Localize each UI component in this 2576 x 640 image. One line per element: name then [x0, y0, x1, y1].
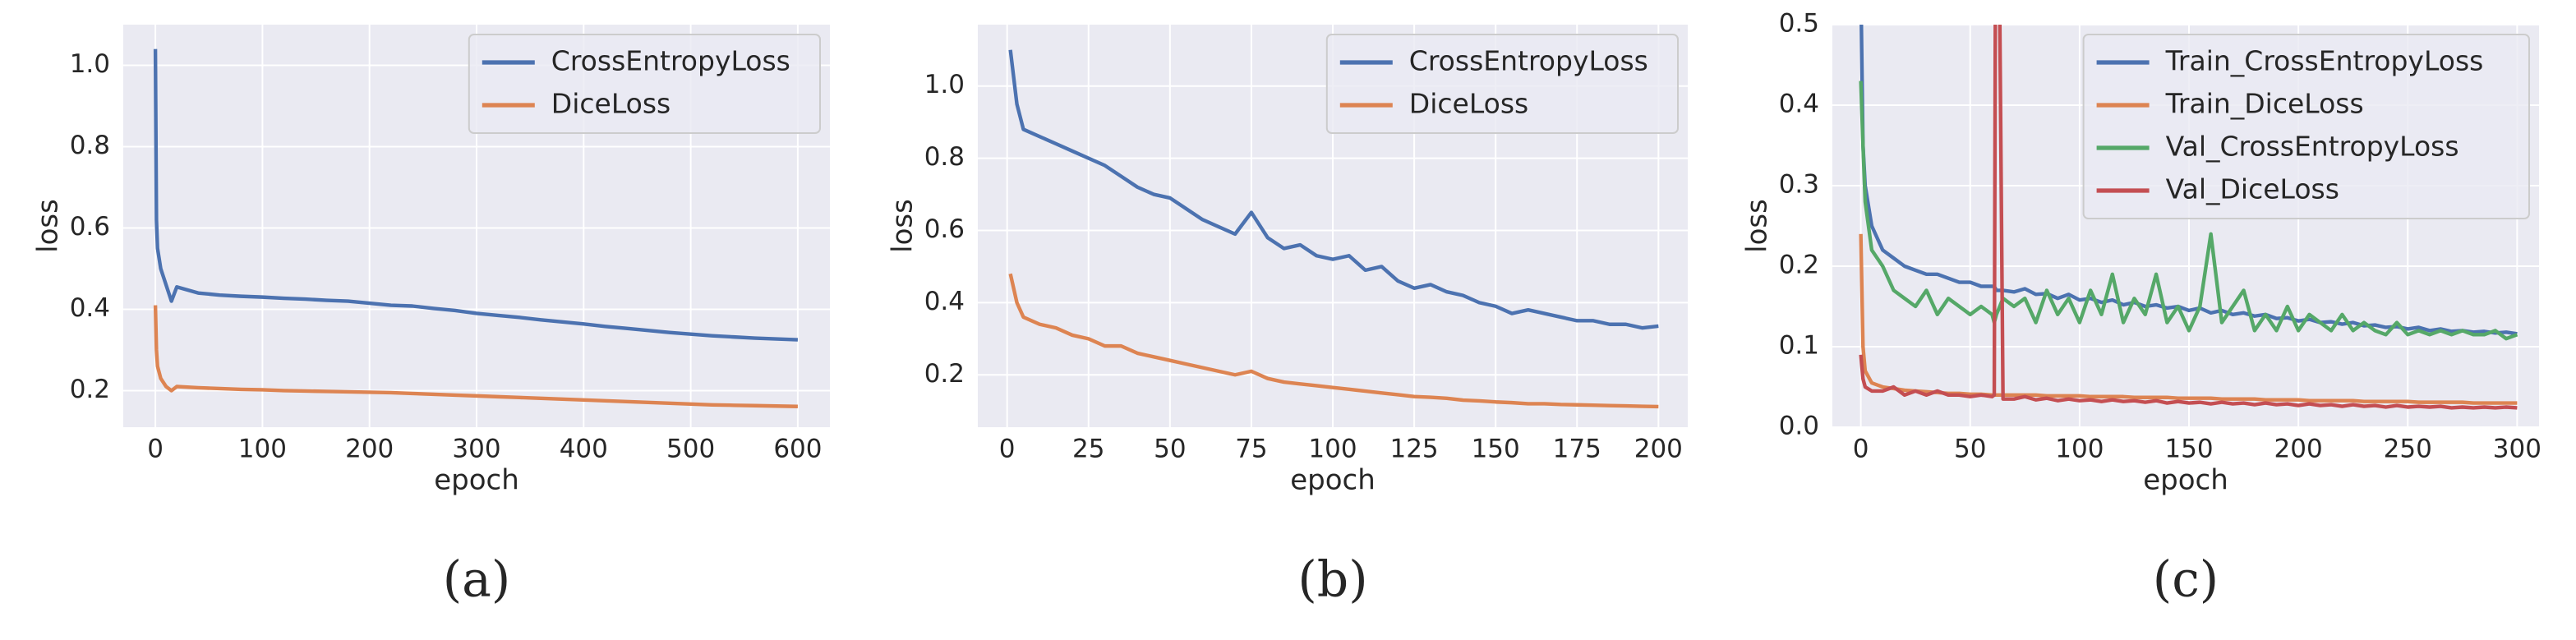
- x-axis-label: epoch: [2143, 464, 2228, 497]
- loss-line: [1008, 273, 1659, 409]
- loss-line: [1008, 49, 1659, 330]
- x-tick-label: 50: [1954, 435, 1986, 464]
- y-tick-label: 0.4: [1779, 90, 1819, 119]
- loss-line: [153, 48, 798, 342]
- y-axis-label: loss: [32, 199, 65, 253]
- legend-label: Val_CrossEntropyLoss: [2166, 131, 2459, 163]
- y-tick-label: 1.0: [70, 49, 110, 79]
- y-tick-label: 0.4: [924, 287, 965, 316]
- legend-label: Train_DiceLoss: [2165, 88, 2364, 120]
- x-tick-label: 100: [2055, 435, 2104, 464]
- legend: CrossEntropyLoss DiceLoss: [1325, 34, 1680, 134]
- x-tick-label: 250: [2384, 435, 2432, 464]
- caption: (c): [2153, 551, 2219, 609]
- x-tick-label: 100: [1308, 435, 1357, 464]
- legend: Train_CrossEntropyLoss Train_DiceLoss Val_…: [2082, 34, 2531, 219]
- loss-line: [1859, 81, 2518, 341]
- x-tick-label: 125: [1389, 435, 1438, 464]
- x-tick-label: 300: [2493, 435, 2541, 464]
- x-tick-label: 25: [1072, 435, 1104, 464]
- legend-label: Val_DiceLoss: [2166, 173, 2339, 205]
- x-tick-label: 600: [773, 435, 822, 464]
- y-tick-label: 0.4: [70, 293, 110, 323]
- loss-line: [153, 305, 798, 408]
- caption: (a): [443, 551, 511, 609]
- lines: [153, 48, 798, 408]
- y-tick-label: 0.2: [70, 375, 110, 404]
- legend-box: [468, 34, 821, 134]
- x-tick-label: 0: [1853, 435, 1869, 464]
- y-tick-label: 1.0: [924, 70, 965, 99]
- x-axis-label: epoch: [1290, 464, 1376, 497]
- legend: CrossEntropyLoss DiceLoss: [468, 34, 821, 134]
- y-tick-label: 0.6: [924, 214, 965, 244]
- x-tick-label: 175: [1553, 435, 1601, 464]
- y-tick-label: 0.1: [1779, 331, 1819, 361]
- x-tick-label: 50: [1154, 435, 1186, 464]
- legend-label: Train_CrossEntropyLoss: [2165, 45, 2484, 77]
- x-tick-label: 200: [2274, 435, 2323, 464]
- y-tick-label: 0.2: [1779, 251, 1819, 280]
- y-tick-label: 0.6: [70, 212, 110, 242]
- x-tick-label: 75: [1235, 435, 1267, 464]
- caption: (b): [1297, 551, 1367, 609]
- x-tick-label: 100: [238, 435, 287, 464]
- x-tick-label: 0: [999, 435, 1016, 464]
- y-axis-label: loss: [1741, 199, 1774, 253]
- y-tick-label: 0.8: [924, 142, 965, 172]
- y-tick-label: 0.5: [1779, 9, 1819, 39]
- x-tick-label: 200: [1634, 435, 1683, 464]
- x-tick-label: 150: [1472, 435, 1520, 464]
- lines: [1008, 49, 1659, 409]
- x-axis-label: epoch: [434, 464, 519, 497]
- y-tick-label: 0.0: [1779, 412, 1819, 441]
- legend-label: DiceLoss: [1409, 88, 1528, 120]
- legend-box: [2082, 34, 2531, 219]
- x-tick-label: 150: [2164, 435, 2213, 464]
- x-tick-label: 300: [452, 435, 500, 464]
- legend-label: CrossEntropyLoss: [551, 45, 790, 77]
- x-tick-label: 400: [560, 435, 608, 464]
- y-tick-label: 0.8: [70, 131, 110, 160]
- subplot: 0.2 0.4 0.6 0.8 1.0 0 25 50 75 100 125 150 175 200 epo…: [887, 25, 1688, 609]
- subplot: 0.2 0.4 0.6 0.8 1.0 0 100 200 300 400 500 600 epoch l…: [32, 25, 830, 609]
- y-axis-label: loss: [887, 199, 919, 253]
- legend-label: CrossEntropyLoss: [1409, 45, 1648, 77]
- legend-label: DiceLoss: [551, 88, 670, 120]
- subplot: 0.0 0.1 0.2 0.3 0.4 0.5 0 50 100 150 200 250 300 epoc…: [1741, 9, 2541, 609]
- x-tick-label: 200: [345, 435, 394, 464]
- y-tick-label: 0.2: [924, 359, 965, 389]
- lines: [1859, 25, 2518, 410]
- y-tick-label: 0.3: [1779, 170, 1819, 200]
- x-tick-label: 0: [147, 435, 164, 464]
- x-tick-label: 500: [666, 435, 715, 464]
- loss-line: [1859, 25, 2518, 410]
- legend-box: [1325, 34, 1680, 134]
